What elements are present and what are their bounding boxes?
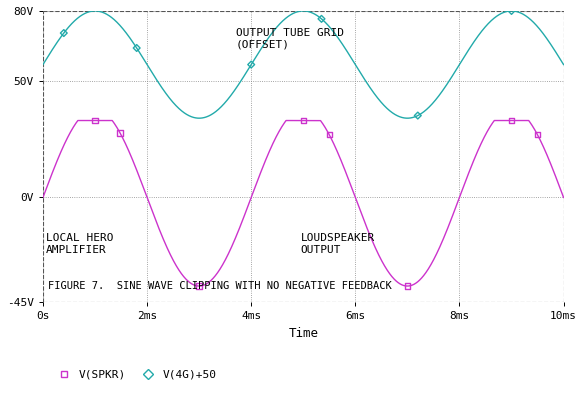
- Point: [317, 16, 326, 22]
- Point: [298, 117, 308, 124]
- Point: [132, 45, 141, 51]
- Point: [507, 8, 516, 14]
- X-axis label: Time: Time: [288, 327, 318, 340]
- Point: [507, 117, 516, 124]
- Point: [246, 61, 256, 68]
- Point: [403, 283, 412, 289]
- Text: LOCAL HERO
AMPLIFIER: LOCAL HERO AMPLIFIER: [46, 233, 113, 255]
- Text: LOUDSPEAKER
OUTPUT: LOUDSPEAKER OUTPUT: [301, 233, 375, 255]
- Point: [116, 130, 125, 136]
- Text: FIGURE 7.  SINE WAVE CLIPPING WITH NO NEGATIVE FEEDBACK: FIGURE 7. SINE WAVE CLIPPING WITH NO NEG…: [48, 281, 392, 291]
- Text: OUTPUT TUBE GRID
(OFFSET): OUTPUT TUBE GRID (OFFSET): [235, 28, 343, 50]
- Point: [59, 30, 68, 36]
- Point: [194, 283, 204, 289]
- Point: [533, 132, 542, 138]
- Point: [413, 113, 422, 119]
- Point: [325, 132, 334, 138]
- Point: [91, 117, 100, 124]
- Legend: V(SPKR), V(4G)+50: V(SPKR), V(4G)+50: [48, 365, 221, 384]
